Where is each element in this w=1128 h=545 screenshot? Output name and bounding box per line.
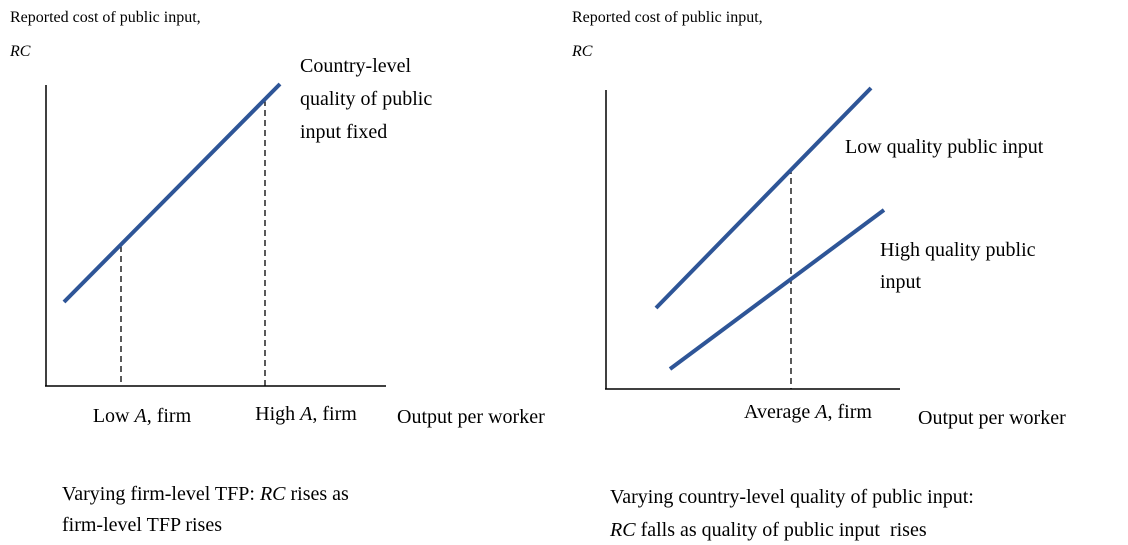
curve-label: input fixed [300,121,387,143]
line-label: Low quality public input [845,136,1044,158]
line-label: input [880,271,922,293]
x-label: Output per worker [397,406,545,428]
text: Low [93,405,135,427]
x-label: Output per worker [918,407,1066,429]
text: RC [259,483,286,505]
right-panel: Reported cost of public input, RC Low qu… [571,9,1066,541]
high-quality-line [668,208,886,371]
curve-label: Country-level [300,55,412,77]
text: rises as [286,483,350,505]
line-label: High quality public [880,239,1036,261]
text: , firm [828,401,873,423]
text: A [813,401,828,423]
cost-line [62,82,282,304]
text: A [133,405,148,427]
y-label: RC [571,43,593,60]
x-tick-label: High A, firm [255,403,357,425]
y-label: Reported cost of public input, [572,9,763,26]
left-panel: Reported cost of public input, RC Countr… [9,9,545,536]
caption: firm-level TFP rises [62,514,222,536]
caption: Varying firm-level TFP: RC rises as [62,483,349,505]
y-label: RC [9,43,31,60]
curve-label: quality of public [300,88,432,110]
text: firm-level TFP rises [62,514,222,536]
text: Varying country-level quality of public … [610,486,974,508]
text: , firm [147,405,192,427]
text: A [298,403,313,425]
low-quality-line [654,86,873,310]
x-tick-label: Low A, firm [93,405,192,427]
y-label: Reported cost of public input, [10,9,201,26]
caption: RC falls as quality of public input rise… [609,519,927,541]
text: Average [744,401,815,423]
text: Varying firm-level TFP: [62,483,260,505]
x-tick-label: Average A, firm [744,401,872,423]
text: , firm [312,403,357,425]
text: falls as quality of public input rises [636,519,927,541]
text: RC [609,519,636,541]
text: High [255,403,300,425]
caption: Varying country-level quality of public … [610,486,974,508]
